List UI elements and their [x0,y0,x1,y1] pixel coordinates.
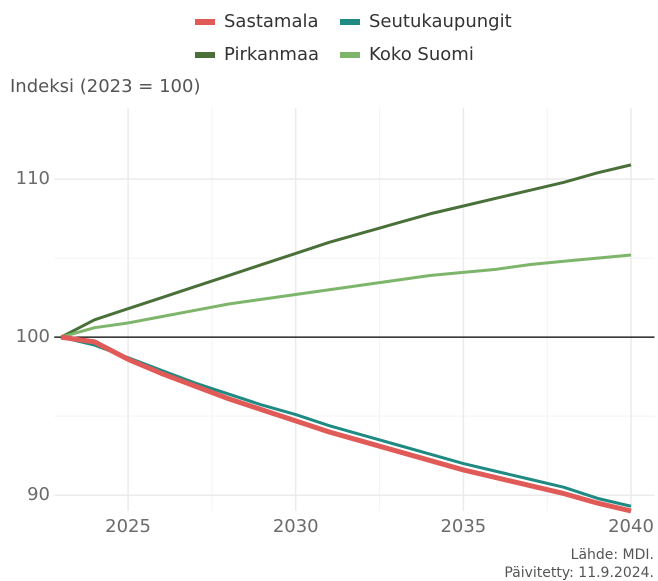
y-axis-label: Indeksi (2023 = 100) [10,76,200,97]
source-note: Lähde: MDI. [571,547,654,563]
legend-swatch [195,19,215,25]
series-line [60,335,632,508]
legend-swatch [340,52,360,58]
x-tick-label: 2030 [273,516,319,537]
series-line [60,253,632,339]
x-tick-label: 2040 [608,516,654,537]
legend-swatch [195,52,215,58]
y-tick-label: 110 [16,168,50,189]
series-line [60,163,632,339]
y-tick-label: 90 [27,484,50,505]
updated-note: Päivitetty: 11.9.2024. [504,565,654,581]
legend-label: Sastamala [224,11,319,32]
x-tick-label: 2025 [105,516,151,537]
legend-label: Koko Suomi [369,44,474,65]
legend-swatch [340,19,360,25]
x-tick-label: 2035 [440,516,486,537]
y-tick-label: 100 [16,326,50,347]
series-line [60,334,632,514]
legend-label: Seutukaupungit [369,11,512,32]
legend-label: Pirkanmaa [224,44,319,65]
